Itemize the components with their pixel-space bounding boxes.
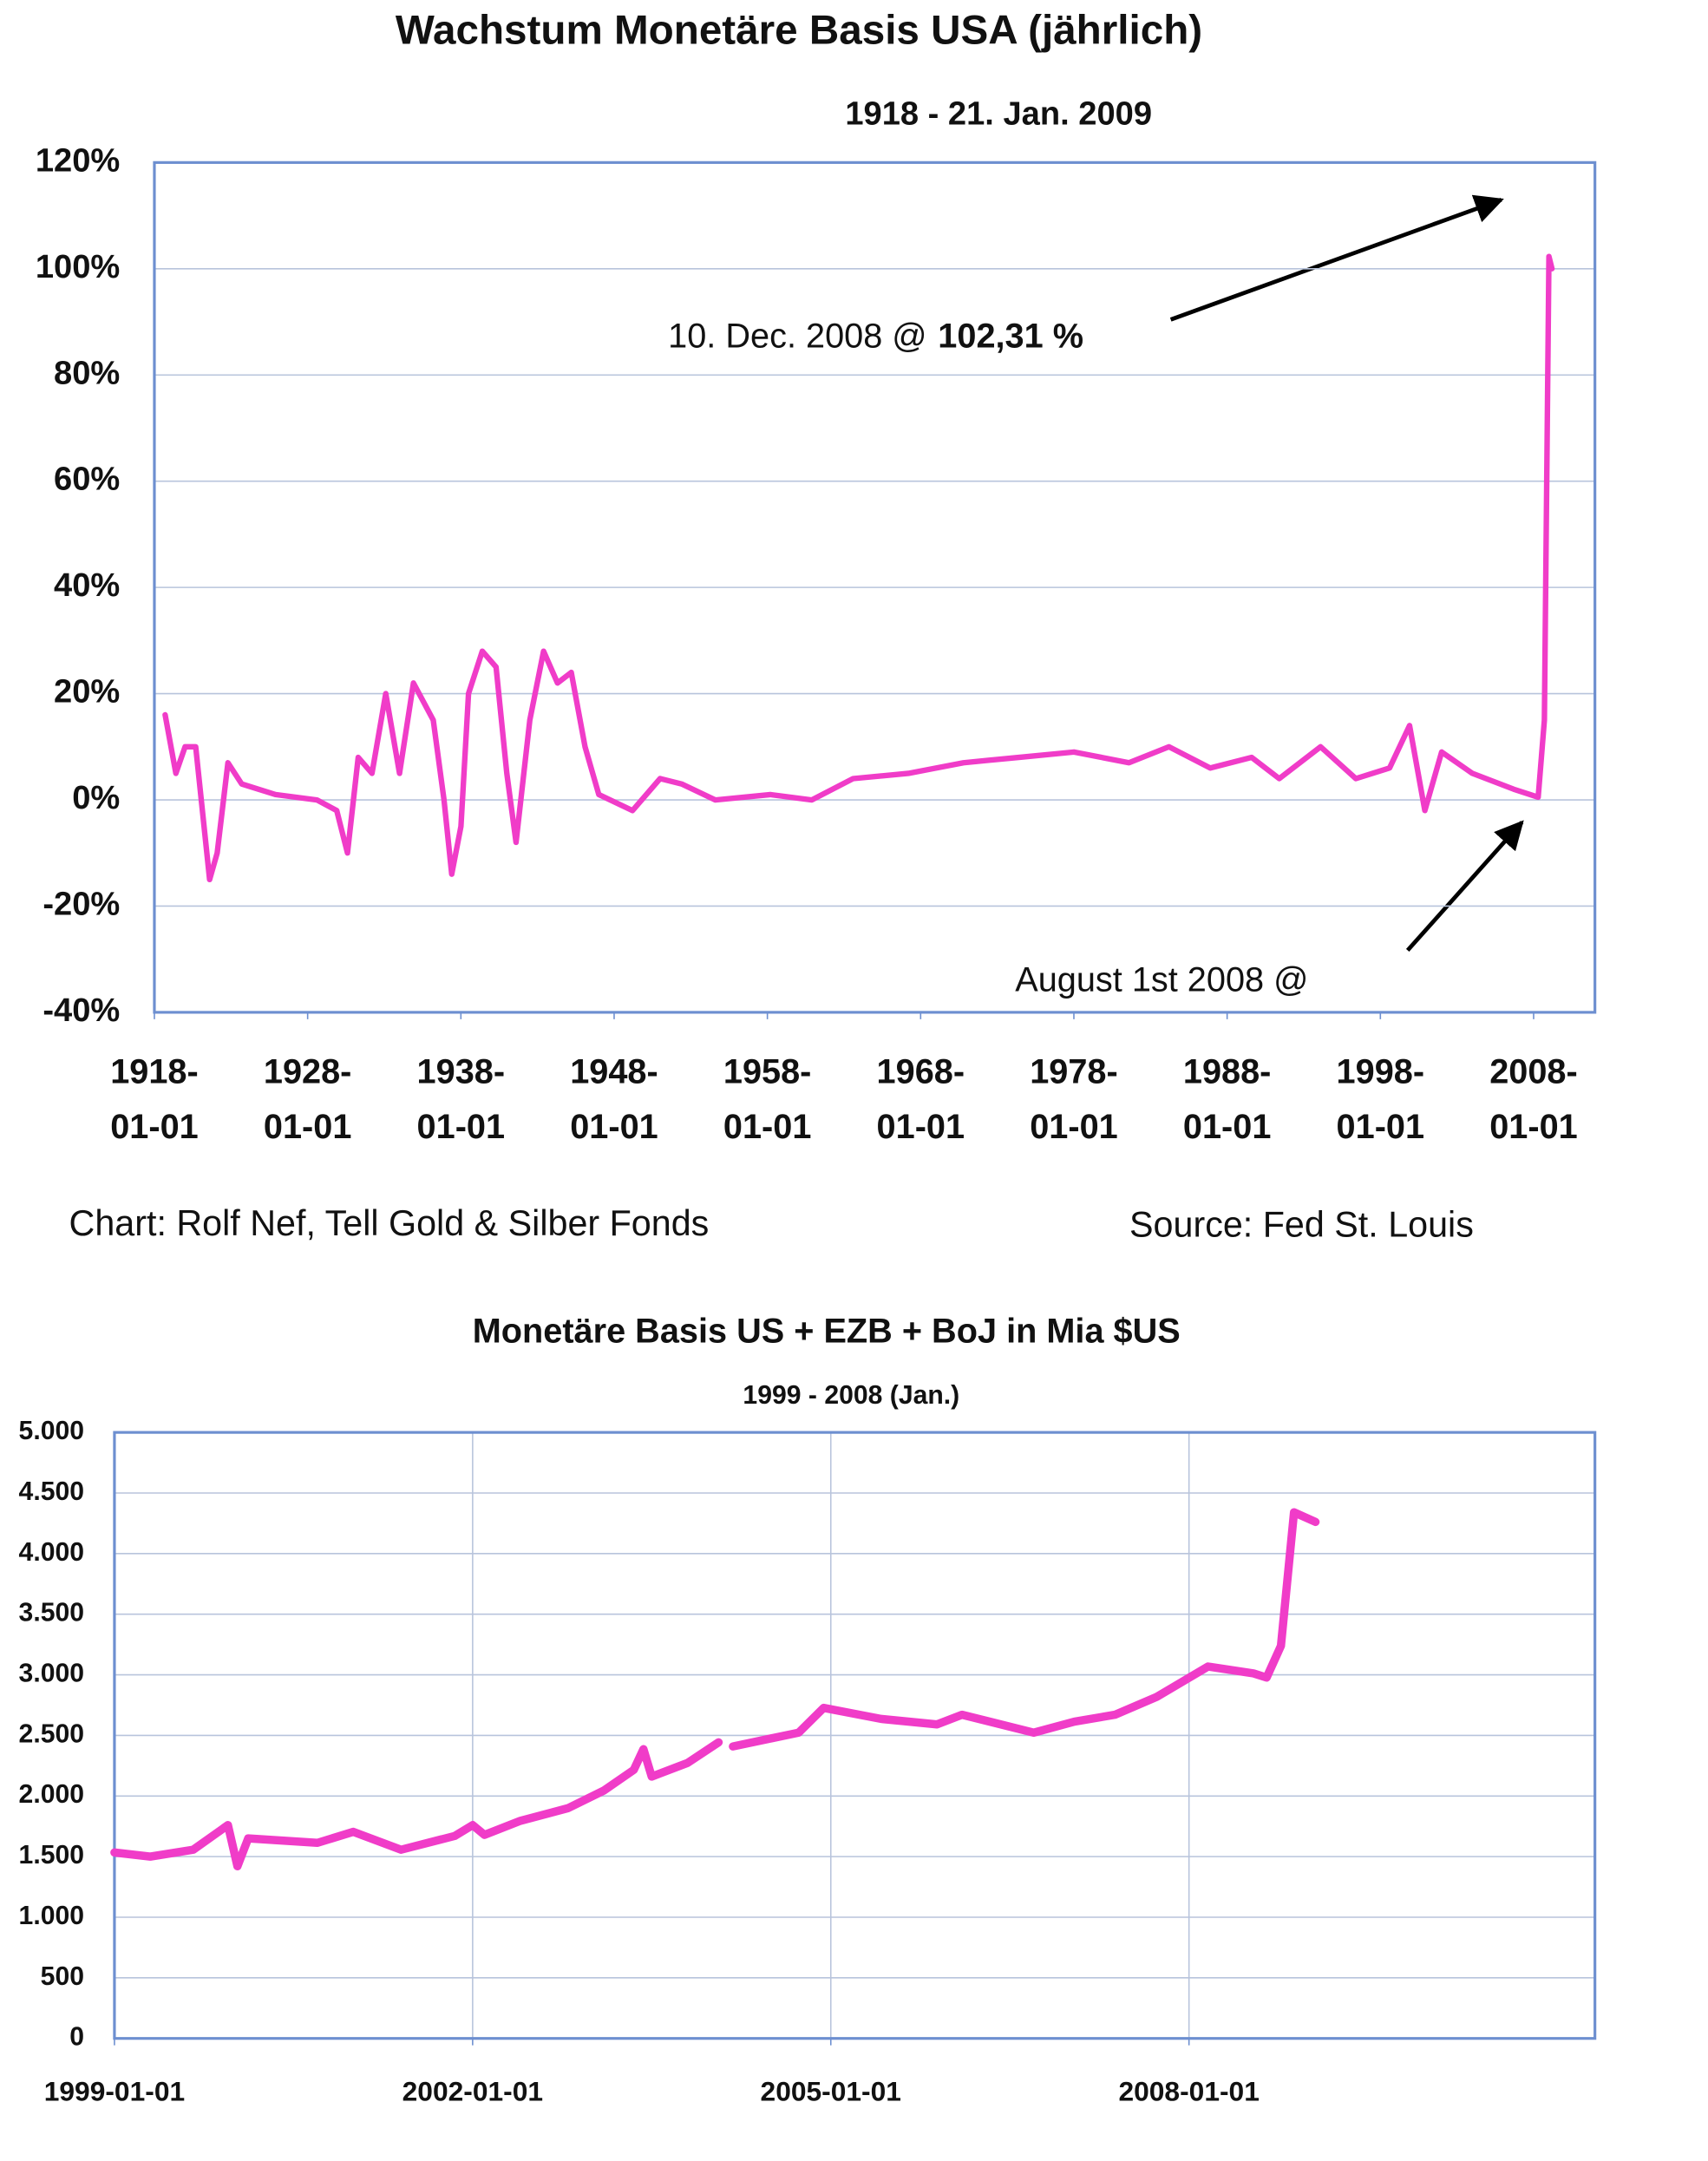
x-tick-label-line: 1978- (1030, 1053, 1118, 1091)
plot-frame (113, 1431, 1597, 2040)
x-tick-label-line: 1918- (110, 1053, 199, 1091)
x-tick-label-line: 1998- (1337, 1053, 1425, 1091)
x-tick-label: 1968- 01-01 (877, 1053, 965, 1147)
data-line (162, 253, 1555, 883)
y-tick-label: 1.500 (19, 1841, 84, 1870)
chart-title: Monetäre Basis US + EZB + BoJ in Mia $US (473, 1312, 1181, 1350)
x-tick-label-line: 01-01 (723, 1108, 812, 1146)
x-tick-label-line: 2008- (1489, 1053, 1578, 1091)
x-tick-label-line: 1938- (417, 1053, 506, 1091)
x-tick-label-line: 01-01 (1183, 1108, 1272, 1146)
y-tick-label: 40% (54, 567, 120, 604)
y-tick-label: 120% (36, 142, 120, 179)
x-tick-label: 1938- 01-01 (417, 1053, 506, 1147)
x-tick-label: 1988- 01-01 (1183, 1053, 1272, 1147)
y-tick-label: 500 (41, 1962, 84, 1991)
chart-title: Wachstum Monetäre Basis USA (jährlich) (396, 8, 1202, 54)
x-tick-label: 1978- 01-01 (1030, 1053, 1118, 1147)
annotation: 10. Dec. 2008 @ 102,31 % (668, 318, 1083, 356)
data-line (110, 1738, 723, 1871)
y-tick-label: 80% (54, 355, 120, 391)
y-tick-label: 0 (69, 2023, 84, 2052)
y-tick-label: 20% (54, 674, 120, 711)
x-tick-label-line: 01-01 (1337, 1108, 1425, 1146)
y-tick-label: 1.000 (19, 1902, 84, 1930)
x-tick-label-line: 01-01 (264, 1108, 352, 1146)
x-tick-label-line: 1928- (264, 1053, 352, 1091)
x-tick-label: 1958- 01-01 (723, 1053, 812, 1147)
annotation-arrow (1405, 820, 1524, 953)
y-tick-label: 60% (54, 462, 120, 498)
y-tick-label: 2.000 (19, 1780, 84, 1809)
x-tick-label: 2002-01-01 (402, 2076, 543, 2107)
credit: Chart: Rolf Nef, Tell Gold & Silber Fond… (69, 1203, 710, 1243)
x-tick-label: 2008-01-01 (1118, 2076, 1259, 2107)
y-tick-label: 2.500 (19, 1719, 84, 1748)
y-tick-label: 3.000 (19, 1660, 84, 1688)
y-tick-label: 3.500 (19, 1599, 84, 1627)
y-tick-label: 4.500 (19, 1477, 84, 1506)
x-tick-label: 1948- 01-01 (570, 1053, 658, 1147)
x-tick-label-line: 01-01 (417, 1108, 506, 1146)
x-tick-label-line: 01-01 (1489, 1108, 1578, 1146)
x-tick-label: 1918- 01-01 (110, 1053, 199, 1147)
x-tick-label-line: 1948- (570, 1053, 658, 1091)
x-tick-label-line: 01-01 (570, 1108, 658, 1146)
source: Source: Fed St. Louis (1129, 1204, 1474, 1244)
y-tick-label: 4.000 (19, 1538, 84, 1567)
x-tick-label-line: 01-01 (110, 1108, 199, 1146)
annotation-text: 10. Dec. 2008 @ (668, 318, 926, 356)
y-tick-label: 5.000 (19, 1417, 84, 1445)
x-tick-label-line: 1958- (723, 1053, 812, 1091)
x-tick-label: 1999-01-01 (44, 2076, 185, 2107)
chart-subtitle: 1918 - 21. Jan. 2009 (845, 95, 1152, 132)
data-line (729, 1508, 1320, 1751)
plot-frame (153, 160, 1597, 1014)
x-tick-label-line: 1988- (1183, 1053, 1272, 1091)
y-tick-label: -40% (43, 992, 120, 1029)
x-tick-label: 1998- 01-01 (1337, 1053, 1425, 1147)
x-tick-label-line: 01-01 (877, 1108, 965, 1146)
y-tick-label: -20% (43, 887, 120, 923)
chart-subtitle: 1999 - 2008 (Jan.) (743, 1381, 959, 1410)
annotation-value: 102,31 % (938, 318, 1083, 356)
annotation: August 1st 2008 @ (1015, 960, 1308, 999)
x-tick-label: 2008- 01-01 (1489, 1053, 1578, 1147)
y-tick-label: 100% (36, 249, 120, 285)
x-tick-label-line: 01-01 (1030, 1108, 1118, 1146)
x-tick-label-line: 1968- (877, 1053, 965, 1091)
annotation-arrow (1169, 194, 1504, 322)
x-tick-label: 1928- 01-01 (264, 1053, 352, 1147)
y-tick-label: 0% (72, 780, 120, 816)
x-tick-label: 2005-01-01 (761, 2076, 901, 2107)
